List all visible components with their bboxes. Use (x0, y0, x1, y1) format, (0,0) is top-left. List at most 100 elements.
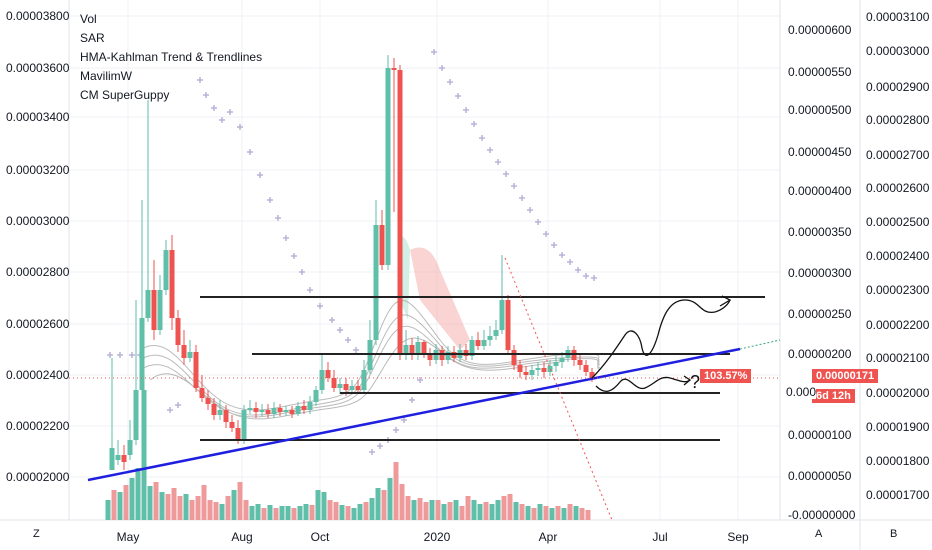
volume-bar (417, 498, 423, 520)
time-axis-label: Jul (652, 530, 667, 544)
zoom-button[interactable]: Z (33, 528, 40, 540)
candle-body (427, 354, 433, 360)
volume-bar (243, 500, 249, 520)
mid-axis-label: 0.00000250 (788, 307, 852, 321)
volume-bar (369, 498, 375, 520)
volume-bar (183, 494, 189, 520)
volume-bar (483, 502, 489, 520)
blue-trendline[interactable] (87, 347, 741, 482)
time-axis-label: Sep (727, 530, 749, 544)
candle-body (283, 410, 289, 412)
volume-bar (255, 504, 261, 520)
volume-bar (135, 468, 141, 520)
candle-body (403, 345, 409, 355)
candle-body (481, 340, 487, 346)
candle-body (145, 290, 151, 318)
candle-body (109, 448, 115, 470)
candle-body (493, 330, 499, 336)
volume-bar (573, 506, 579, 520)
volume-bar (141, 390, 147, 520)
right-axis-label: 0.00001700 (866, 488, 930, 502)
mid-axis-label: 0.00000200 (788, 347, 852, 361)
volume-bar (111, 490, 117, 520)
candle-body (343, 384, 349, 390)
volume-bar (405, 496, 411, 520)
candle-body (361, 370, 367, 390)
volume-price-axis[interactable]: 0.00000600 0.00000550 0.00000500 0.00000450… (788, 23, 856, 522)
candle-body (235, 428, 241, 440)
legend-item-sar[interactable]: SAR (80, 31, 105, 45)
candle-body (547, 366, 553, 372)
volume-bar (585, 510, 591, 520)
volume-bar (555, 506, 561, 520)
mid-axis-label: 0.00000300 (788, 266, 852, 280)
candle-body (115, 455, 121, 460)
right-axis-label: 0.00003000 (866, 44, 930, 58)
volume-bar (129, 478, 135, 520)
candle-body (337, 384, 343, 388)
right-price-axis[interactable]: 0.00003100 0.00003000 0.00002900 0.00002800… (866, 10, 930, 502)
candle-body (517, 365, 523, 372)
left-price-axis[interactable]: 0.00003800 0.00003600 0.00003400 0.00003200… (6, 9, 70, 484)
candle-body (397, 70, 403, 355)
volume-bar (267, 505, 273, 520)
candle-body (499, 300, 505, 330)
candle-body (205, 398, 211, 404)
legend-item-hma[interactable]: HMA-Kahlman Trend & Trendlines (80, 50, 263, 64)
right-axis-label: 0.00002200 (866, 318, 930, 332)
right-axis-label: 0.00002500 (866, 215, 930, 229)
candle-body (529, 370, 535, 375)
volume-bar (459, 506, 465, 520)
candle-body (487, 336, 493, 340)
scale-b-button[interactable]: B (890, 528, 898, 540)
volume-bar (333, 502, 339, 520)
volume-bar (147, 486, 153, 520)
candle-body (157, 290, 163, 330)
candle-body (331, 378, 337, 388)
mid-axis-label: 0.00000450 (788, 145, 852, 159)
right-axis-label: 0.00002900 (866, 80, 930, 94)
legend-item-mavilim[interactable]: MavilimW (80, 69, 132, 83)
candle-body (445, 352, 451, 360)
volume-bar (423, 502, 429, 520)
left-axis-label: 0.00003400 (6, 110, 70, 124)
volume-bar (435, 500, 441, 520)
volume-bar (429, 500, 435, 520)
candle-body (289, 410, 295, 414)
candle-body (319, 370, 325, 390)
mid-axis-partial-label: 0.000 (786, 385, 817, 399)
hand-drawn-projection (591, 295, 732, 392)
volume-bar (219, 504, 225, 520)
candle-body (151, 290, 157, 330)
mid-axis-label: 0.00000550 (788, 65, 852, 79)
candle-body (295, 406, 301, 414)
right-axis-label: 0.00002600 (866, 181, 930, 195)
candle-body (313, 390, 319, 402)
time-axis-label: Apr (539, 530, 558, 544)
left-axis-label: 0.00002600 (6, 317, 70, 331)
time-axis-label: Oct (311, 530, 330, 544)
candle-body (391, 68, 397, 70)
candle-body (355, 386, 361, 390)
legend-item-vol[interactable]: Vol (80, 12, 97, 26)
legend-item-superguppy[interactable]: CM SuperGuppy (80, 88, 170, 102)
volume-bar (189, 500, 195, 520)
candle-body (247, 408, 253, 410)
volume-bar (465, 496, 471, 520)
volume-bar (165, 494, 171, 520)
volume-bar (363, 502, 369, 520)
volume-bar (519, 504, 525, 520)
volume-bar (525, 506, 531, 520)
time-axis[interactable]: May Aug Oct 2020 Apr Jul Sep (117, 530, 749, 544)
mid-axis-label: 0.00000050 (788, 469, 852, 483)
volume-bar (177, 496, 183, 520)
volume-bar (213, 502, 219, 520)
auto-scale-button[interactable]: A (815, 528, 823, 540)
candle-body (199, 388, 205, 398)
volume-bar (123, 485, 129, 520)
volume-bar (309, 505, 315, 520)
left-axis-label: 0.00003200 (6, 163, 70, 177)
candle-body (187, 352, 193, 358)
time-axis-label: 2020 (424, 530, 451, 544)
